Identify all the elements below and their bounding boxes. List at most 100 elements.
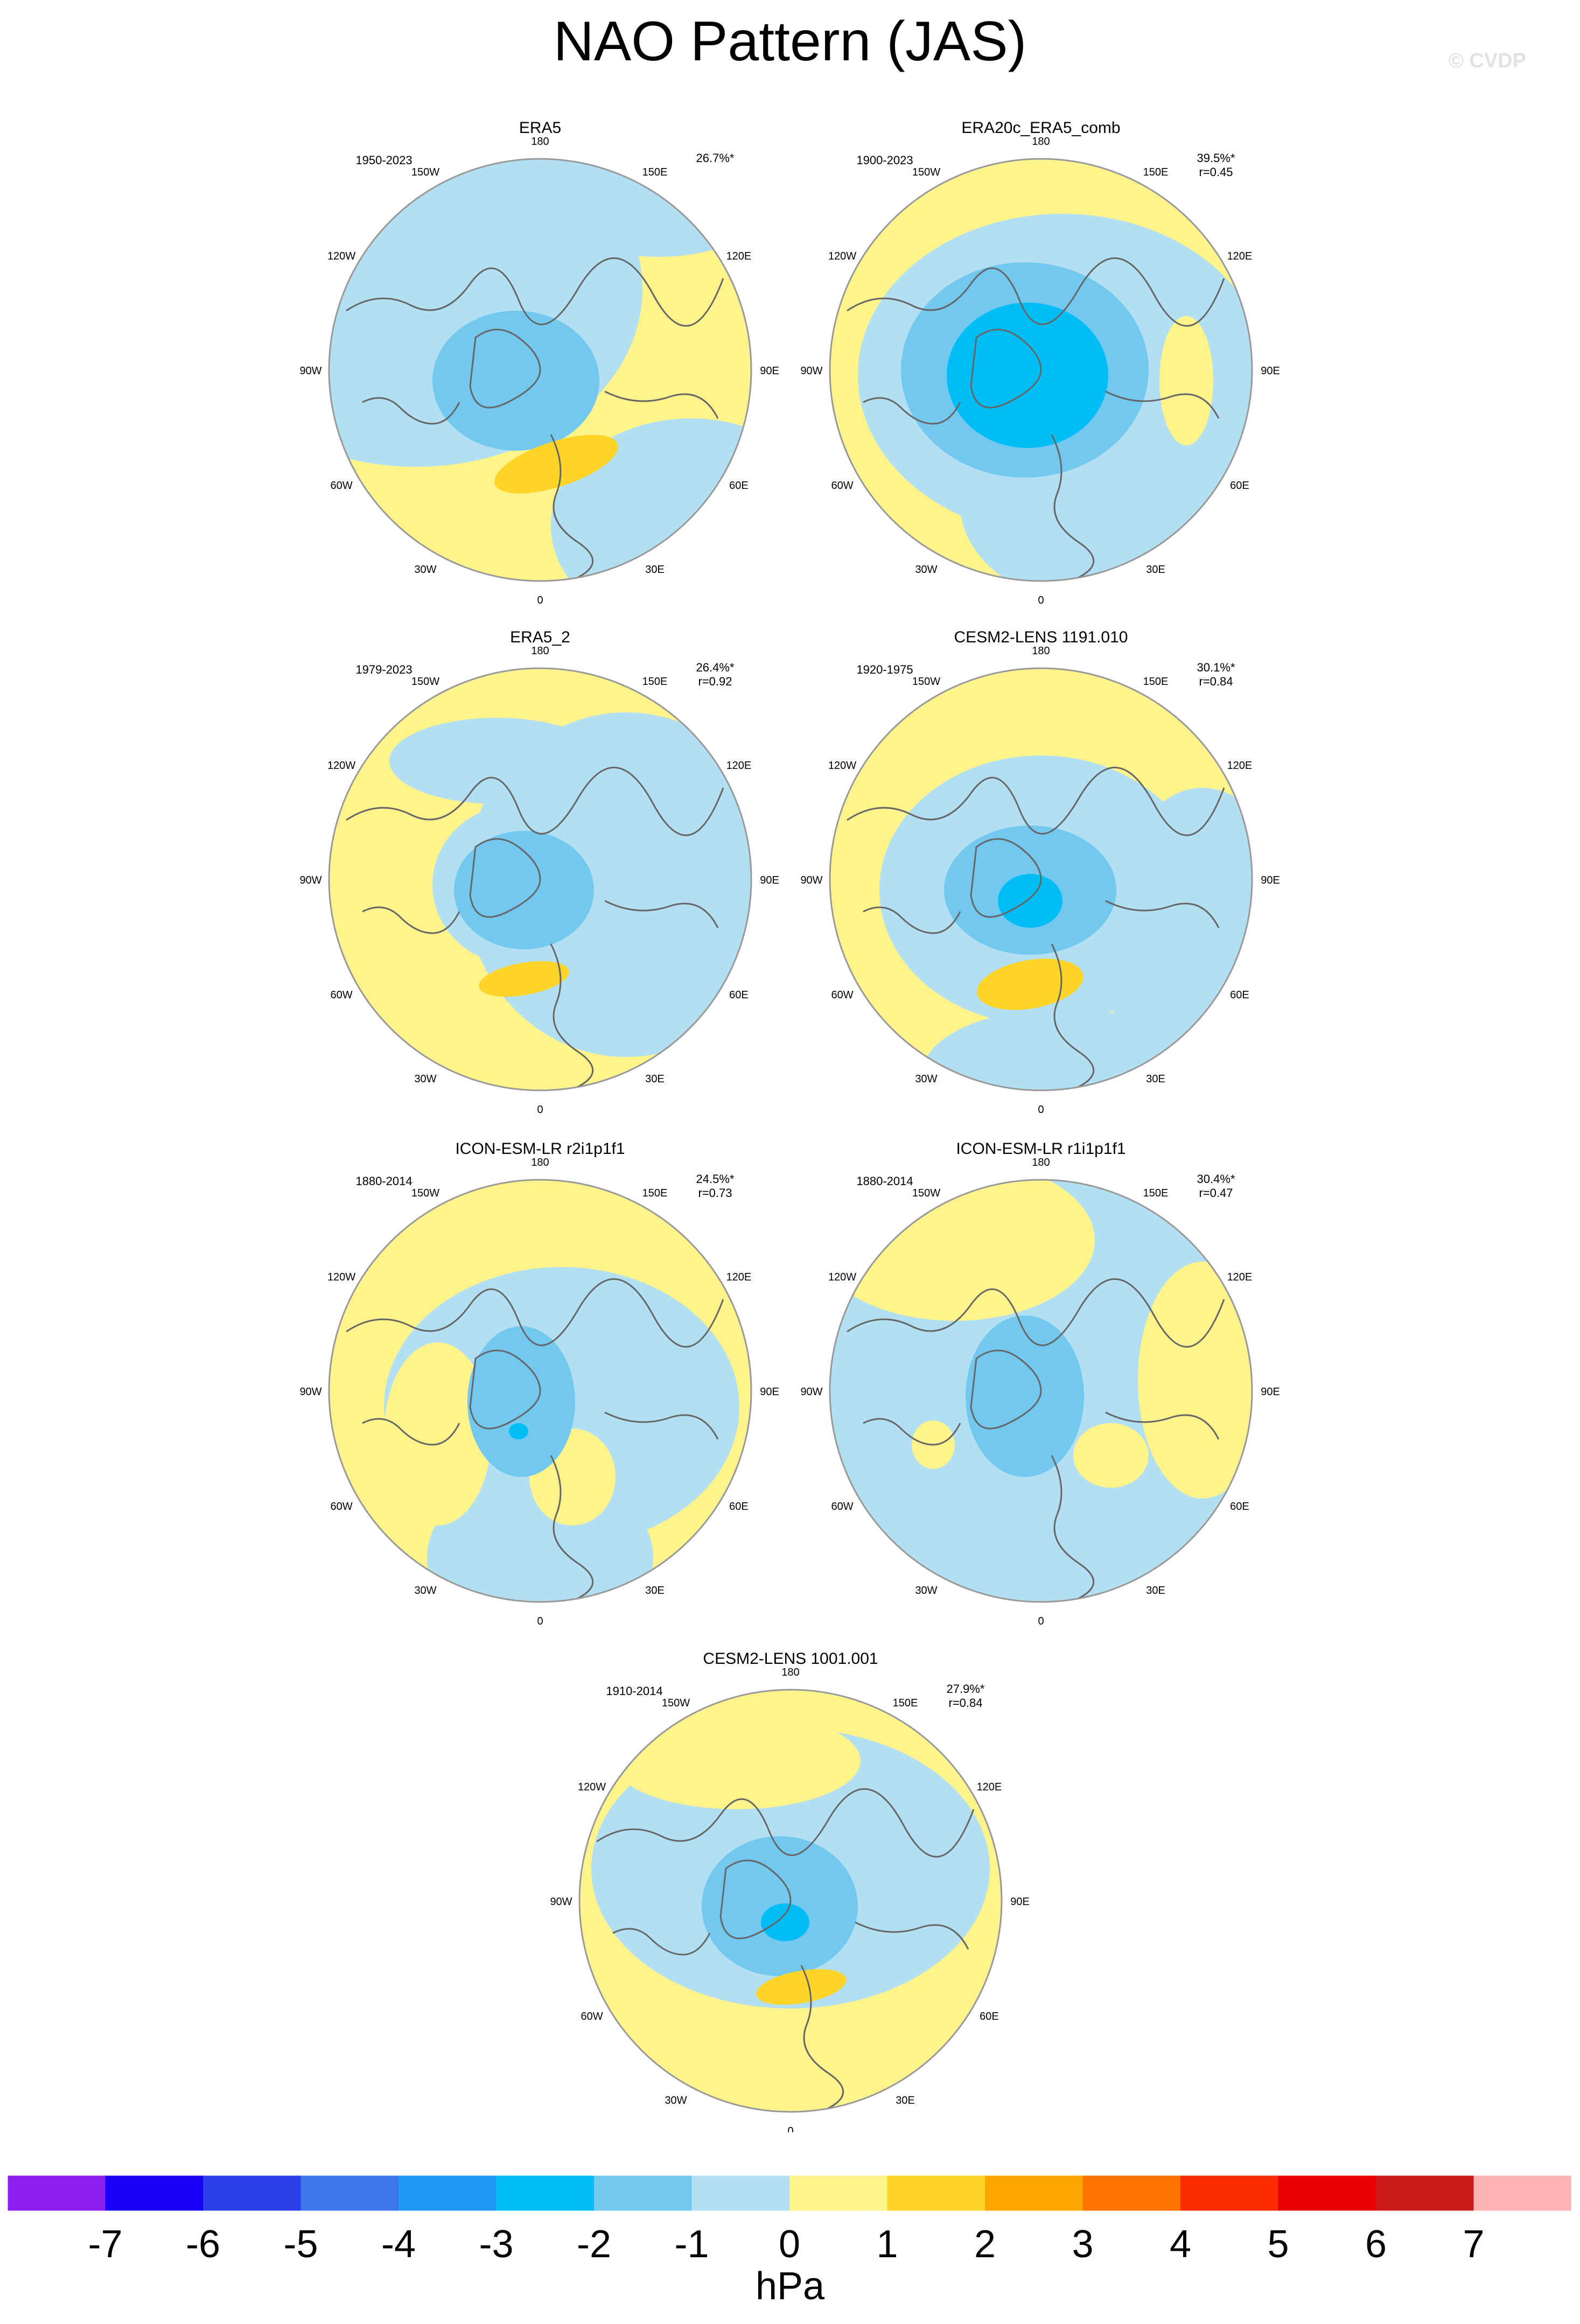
coastlines (346, 767, 724, 1090)
colorbar-swatch (985, 2175, 1083, 2211)
longitude-label: 30W (915, 1073, 937, 1085)
colorbar-swatch (887, 2175, 985, 2211)
longitude-label: 60W (831, 480, 854, 492)
colorbar-tick-label: -1 (674, 2223, 709, 2266)
longitude-label: 150W (411, 166, 439, 178)
map-panel: ERA5 1950-2023 26.7%* 180 150E 120E 90E 60E 30E 0… (299, 119, 779, 606)
map-panel: ICON-ESM-LR r2i1p1f1 1880-2014 24.5%*r=0.7… (299, 1140, 779, 1627)
longitude-label: 120W (828, 760, 856, 772)
longitude-label: 150W (912, 166, 940, 178)
longitude-label: 60W (581, 2011, 603, 2022)
longitude-label: 180 (1032, 645, 1050, 657)
panel-period: 1979-2023 (355, 663, 412, 676)
longitude-label: 60E (980, 2011, 999, 2022)
longitude-label: 30E (1146, 1585, 1165, 1597)
colorbar-tick-label: -6 (186, 2223, 220, 2266)
longitude-label: 30E (1146, 1073, 1165, 1085)
colorbar-swatch (300, 2175, 399, 2211)
longitude-label: 150E (642, 166, 668, 178)
longitude-label: 150W (912, 676, 940, 688)
longitude-label: 90E (1010, 1896, 1030, 1908)
panel-title: ERA20c_ERA5_comb (961, 119, 1120, 137)
longitude-label: 60E (1230, 1501, 1249, 1513)
longitude-label: 0 (787, 2125, 793, 2132)
longitude-label: 180 (781, 1667, 799, 1678)
longitude-label: 60W (331, 989, 353, 1001)
colorbar-tick-label: 4 (1170, 2223, 1191, 2266)
panel-period: 1950-2023 (355, 153, 412, 167)
panel-title: CESM2-LENS 1001.001 (703, 1650, 878, 1668)
coastlines (847, 257, 1225, 581)
longitude-label: 120W (828, 250, 856, 262)
longitude-label: 120E (726, 1271, 752, 1283)
colorbar-units: hPa (756, 2265, 825, 2308)
colorbar-tick-label: 5 (1267, 2223, 1289, 2266)
colorbar-swatch (399, 2175, 497, 2211)
longitude-label: 180 (531, 136, 549, 148)
longitude-label: 150E (1143, 676, 1169, 688)
longitude-label: 30E (896, 2095, 915, 2106)
colorbar-tick-label: 0 (779, 2223, 800, 2266)
colorbar-swatch (203, 2175, 301, 2211)
longitude-label: 60E (729, 480, 749, 492)
longitude-label: 180 (1032, 136, 1050, 148)
colorbar-tick-label: 3 (1072, 2223, 1093, 2266)
longitude-label: 30W (414, 564, 436, 576)
colorbar-swatch (1180, 2175, 1278, 2211)
panel-correlation: r=0.84 (949, 1696, 983, 1710)
map-panel: CESM2-LENS 1191.010 1920-1975 30.1%*r=0.84… (800, 628, 1280, 1116)
longitude-label: 150W (411, 1187, 439, 1199)
nao-field (830, 159, 1252, 581)
colorbar-tick-label: 1 (876, 2223, 898, 2266)
colorbar-swatch (8, 2175, 106, 2211)
longitude-label: 180 (531, 1157, 549, 1168)
longitude-label: 150E (1143, 1187, 1169, 1199)
map-panels: ERA5 1950-2023 26.7%* 180 150E 120E 90E 60E 30E 0… (299, 119, 1280, 2132)
longitude-label: 150E (893, 1697, 918, 1709)
longitude-label: 30E (645, 564, 665, 576)
panel-period: 1920-1975 (856, 663, 913, 676)
panel-variance: 26.4%* (696, 661, 735, 674)
longitude-label: 90W (800, 874, 822, 886)
nao-field (579, 1690, 1002, 2112)
longitude-label: 150E (1143, 166, 1169, 178)
longitude-label: 90W (800, 1386, 822, 1398)
panel-variance: 26.7%* (696, 151, 735, 165)
longitude-label: 180 (1032, 1157, 1050, 1168)
longitude-label: 150E (642, 676, 668, 688)
nao-field (329, 159, 751, 581)
longitude-label: 0 (537, 1615, 543, 1627)
longitude-label: 30W (915, 1585, 937, 1597)
page-title: NAO Pattern (JAS) (553, 10, 1027, 73)
colorbar-tick-label: 2 (974, 2223, 996, 2266)
colorbar-swatch (496, 2175, 594, 2211)
longitude-label: 120E (977, 1781, 1002, 1793)
longitude-label: 90E (760, 1386, 779, 1398)
longitude-label: 60E (1230, 989, 1249, 1001)
longitude-label: 30W (414, 1073, 436, 1085)
longitude-label: 30W (665, 2095, 687, 2106)
longitude-label: 120E (1227, 250, 1253, 262)
panel-variance: 30.4%* (1197, 1172, 1235, 1186)
longitude-label: 150W (912, 1187, 940, 1199)
colorbar-swatch (105, 2175, 203, 2211)
map-panel: ERA5_2 1979-2023 26.4%*r=0.92 180 150E 120E 90… (299, 628, 779, 1116)
panel-correlation: r=0.73 (698, 1186, 732, 1200)
colorbar-tick-label: -3 (479, 2223, 513, 2266)
longitude-label: 60W (831, 989, 854, 1001)
nao-field (830, 1180, 1252, 1602)
longitude-label: 120W (327, 250, 355, 262)
longitude-label: 90E (760, 874, 779, 886)
panel-period: 1900-2023 (856, 153, 913, 167)
longitude-label: 60W (831, 1501, 854, 1513)
longitude-label: 150W (411, 676, 439, 688)
colorbar-swatch (1082, 2175, 1180, 2211)
panel-variance: 30.1%* (1197, 661, 1235, 674)
nao-field (830, 668, 1252, 1090)
nao-field (329, 1180, 751, 1602)
colorbar-swatch (789, 2175, 887, 2211)
panel-correlation: r=0.45 (1199, 165, 1233, 179)
longitude-label: 30W (915, 564, 937, 576)
longitude-label: 120W (327, 1271, 355, 1283)
colorbar: -7 -6 -5 -4 -3 -2 -1 0 1 2 3 4 5 6 7 hPa (7, 2175, 1572, 2308)
